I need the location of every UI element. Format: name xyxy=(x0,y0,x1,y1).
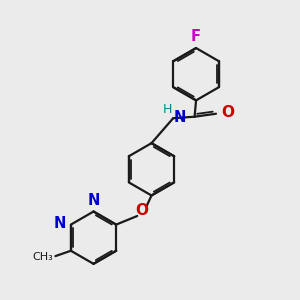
Text: CH₃: CH₃ xyxy=(32,252,53,262)
Text: O: O xyxy=(221,105,234,120)
Text: N: N xyxy=(54,216,66,231)
Text: H: H xyxy=(163,103,172,116)
Text: O: O xyxy=(136,203,148,218)
Text: N: N xyxy=(174,110,186,125)
Text: N: N xyxy=(88,193,100,208)
Text: F: F xyxy=(191,29,201,44)
